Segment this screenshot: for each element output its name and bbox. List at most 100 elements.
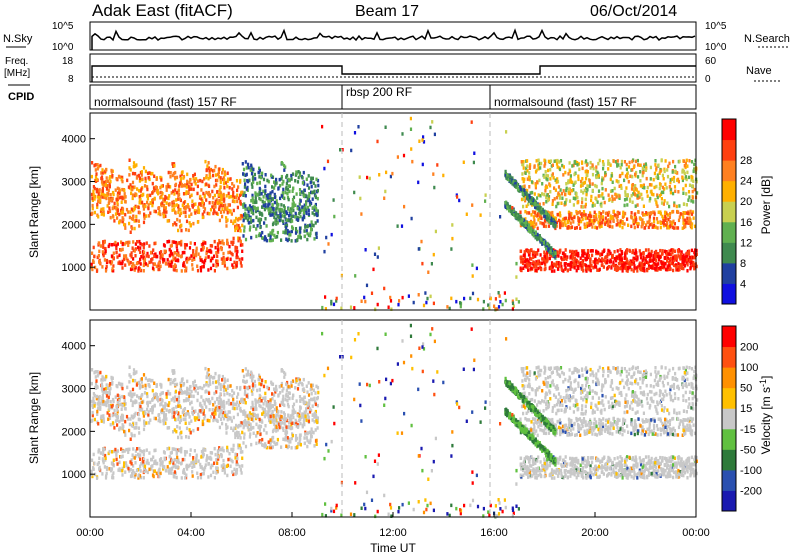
power-cell [138,195,141,199]
power-cell [204,258,207,263]
power-cell [245,166,248,170]
power-cell [613,257,616,261]
power-cell [633,266,636,271]
power-cell [541,257,544,261]
power-cell [214,205,217,209]
power-cell [565,257,568,261]
velocity-cell [153,403,156,408]
power-cell [217,175,221,179]
power-cell [583,251,586,256]
power-cell [155,264,158,269]
power-cell [683,211,686,215]
power-cell [178,219,181,223]
power-cell [604,255,607,259]
power-cell [597,220,600,225]
power-cell [647,261,650,265]
power-cell [181,203,184,208]
power-cell [191,199,194,203]
power-cell [523,255,527,260]
power-cell [273,215,276,220]
power-cell [674,169,677,174]
power-cell [274,183,277,187]
power-cell [569,255,572,259]
power-cell [247,206,250,210]
power-cell [273,200,276,205]
power-cell [139,189,142,193]
power-cell [231,187,234,191]
power-cell [247,162,250,167]
power-cell [244,207,247,211]
power-cell [634,187,637,191]
power-cell [390,307,393,311]
velocity-cell [207,397,210,402]
power-cell [316,188,319,193]
power-cell [635,217,638,222]
power-cell [249,208,252,212]
power-cell [522,160,525,164]
power-cell [311,176,314,181]
velocity-cell [99,407,102,411]
power-cell [315,235,318,239]
power-cell [522,187,525,192]
power-cell [672,258,675,263]
velocity-cell [242,412,245,416]
power-cell [144,262,148,266]
power-cell [601,178,604,182]
velocity-cell [182,408,185,412]
power-cell [260,175,263,180]
power-cell [178,213,181,218]
power-cell [685,251,688,255]
power-cell [653,219,656,224]
power-cell [619,220,622,224]
power-cell [293,215,297,219]
power-cell [666,221,669,225]
velocity-cell [303,436,306,440]
velocity-cell [251,376,254,381]
power-cell [100,192,103,196]
velocity-cell [116,410,119,414]
velocity-cell [182,413,186,417]
velocity-cell [234,435,237,440]
power-cell [216,242,219,246]
velocity-cell [108,467,111,471]
power-cell [172,257,175,262]
power-cell [183,264,186,269]
power-cell [122,217,125,222]
velocity-cell [274,442,277,446]
power-cell [545,173,548,178]
power-cell [244,237,248,242]
power-cell [184,210,187,214]
power-cell [174,182,178,187]
power-cell [693,167,696,171]
power-cell [256,181,259,186]
power-cell [527,202,530,207]
power-cell [196,264,199,268]
power-cell [201,259,204,264]
velocity-cell [291,421,294,425]
power-cell [561,217,565,222]
power-cell [219,176,222,180]
power-cell [274,212,277,216]
power-cell [600,215,603,220]
velocity-cell [124,419,127,424]
power-cell [596,170,599,175]
velocity-cell [129,417,132,421]
power-cell [92,193,95,197]
power-cell [675,171,678,175]
power-cell [192,203,196,207]
velocity-cell [165,417,168,421]
power-cell [601,250,604,254]
power-cell [123,222,126,227]
power-cell [688,252,691,256]
power-cell [643,226,647,230]
velocity-cell [282,394,285,399]
power-cell [691,196,694,200]
velocity-cell [119,382,122,386]
power-cell [100,212,103,216]
power-cell [675,265,678,269]
power-cell [549,159,553,163]
power-cell [666,259,669,263]
power-cell [656,220,659,225]
power-cell [638,261,641,265]
power-cell [199,194,202,199]
